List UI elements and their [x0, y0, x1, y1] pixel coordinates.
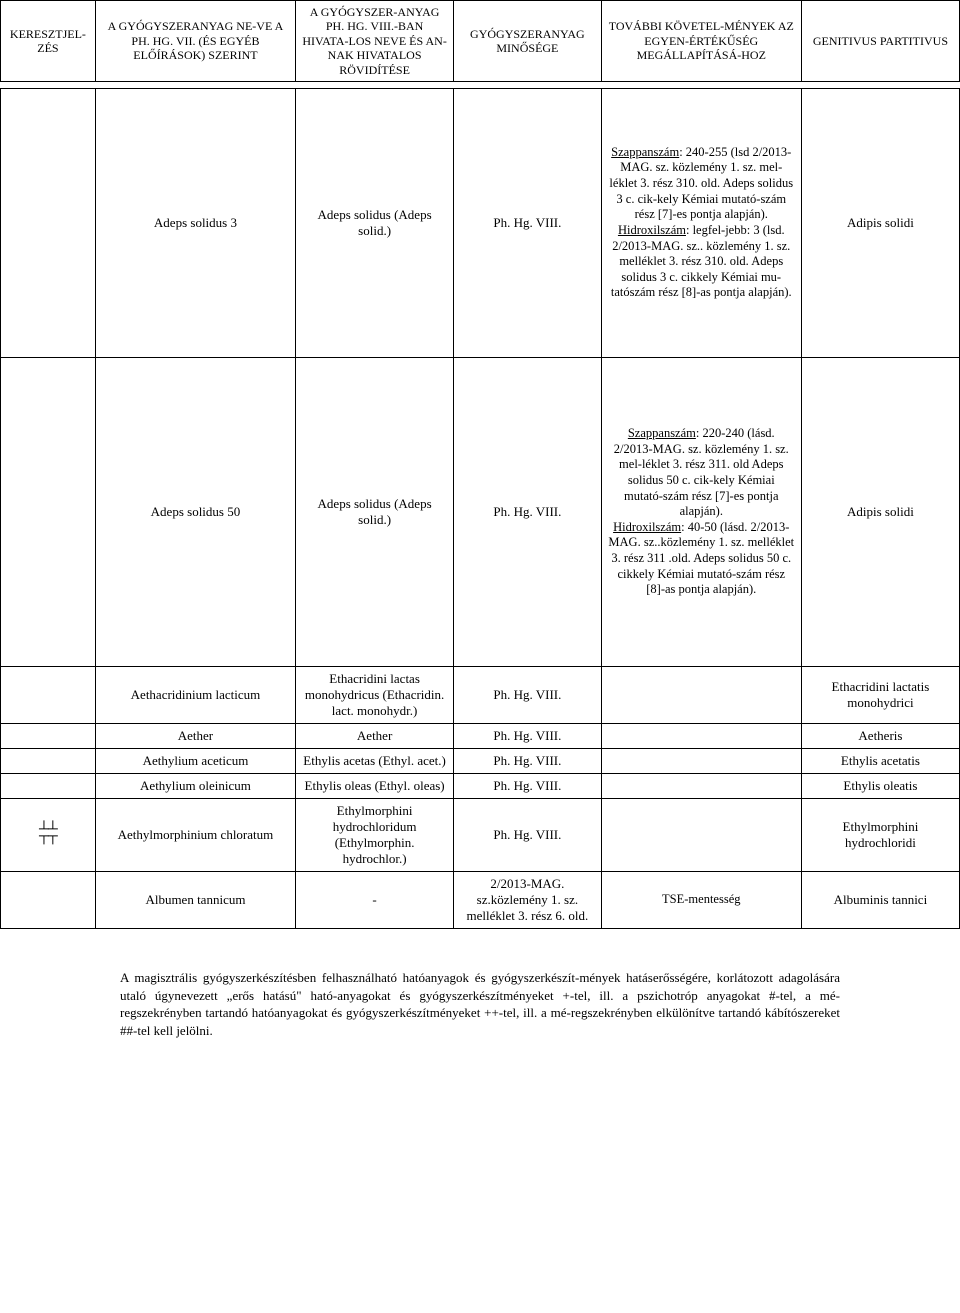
- cell-genitivus: Ethylis acetatis: [801, 748, 959, 773]
- table-row: AetherAetherPh. Hg. VIII.Aetheris: [1, 723, 960, 748]
- header-cell-4: TOVÁBBI KÖVETEL-MÉNYEK AZ EGYEN-ÉRTÉKŰSÉ…: [601, 1, 801, 82]
- cell-kereszt: [1, 723, 96, 748]
- cell-c2: Ethylis oleas (Ethyl. oleas): [296, 773, 454, 798]
- cell-c2: -: [296, 871, 454, 928]
- cell-c3: Ph. Hg. VIII.: [454, 723, 602, 748]
- cell-c2: Adeps solidus (Adeps solid.): [296, 88, 454, 357]
- cell-genitivus: Adipis solidi: [801, 88, 959, 357]
- table-row: Adeps solidus 3Adeps solidus (Adeps soli…: [1, 88, 960, 357]
- cell-c1: Aethylium aceticum: [95, 748, 295, 773]
- cell-requirements: [601, 798, 801, 871]
- header-cell-2: A GYÓGYSZER-ANYAG PH. HG. VIII.-BAN HIVA…: [296, 1, 454, 82]
- cell-c2: Aether: [296, 723, 454, 748]
- cell-requirements: [601, 723, 801, 748]
- cell-c3: Ph. Hg. VIII.: [454, 798, 602, 871]
- cell-c3: 2/2013-MAG. sz.közlemény 1. sz. mellékle…: [454, 871, 602, 928]
- cell-c3: Ph. Hg. VIII.: [454, 666, 602, 723]
- cell-kereszt: ┴┴┬┬: [1, 798, 96, 871]
- table-row: Aethylium aceticumEthylis acetas (Ethyl.…: [1, 748, 960, 773]
- cell-kereszt: [1, 871, 96, 928]
- cell-c2: Adeps solidus (Adeps solid.): [296, 357, 454, 666]
- cell-genitivus: Adipis solidi: [801, 357, 959, 666]
- cell-requirements: Szappanszám: 240-255 (lsd 2/2013-MAG. sz…: [601, 88, 801, 357]
- cell-kereszt: [1, 773, 96, 798]
- cell-requirements: Szappanszám: 220-240 (lásd. 2/2013-MAG. …: [601, 357, 801, 666]
- cell-c1: Aethacridinium lacticum: [95, 666, 295, 723]
- cell-c1: Adeps solidus 3: [95, 88, 295, 357]
- cell-genitivus: Ethacridini lactatis monohydrici: [801, 666, 959, 723]
- cell-kereszt: [1, 357, 96, 666]
- footnote: A magisztrális gyógyszerkészítésben felh…: [120, 969, 840, 1039]
- cell-c2: Ethylmorphini hydrochloridum (Ethylmorph…: [296, 798, 454, 871]
- cell-requirements: TSE-mentesség: [601, 871, 801, 928]
- cell-requirements: [601, 666, 801, 723]
- header-cell-1: A GYÓGYSZERANYAG NE-VE A PH. HG. VII. (É…: [95, 1, 295, 82]
- header-cell-3: GYÓGYSZERANYAG MINŐSÉGE: [454, 1, 602, 82]
- cell-genitivus: Ethylis oleatis: [801, 773, 959, 798]
- data-table: Adeps solidus 3Adeps solidus (Adeps soli…: [0, 88, 960, 929]
- cell-c1: Aether: [95, 723, 295, 748]
- table-row: Adeps solidus 50Adeps solidus (Adeps sol…: [1, 357, 960, 666]
- table-row: Albumen tannicum-2/2013-MAG. sz.közlemén…: [1, 871, 960, 928]
- cell-requirements: [601, 748, 801, 773]
- cell-kereszt: [1, 748, 96, 773]
- cell-c1: Aethylmorphinium chloratum: [95, 798, 295, 871]
- cell-c1: Albumen tannicum: [95, 871, 295, 928]
- cell-c1: Adeps solidus 50: [95, 357, 295, 666]
- table-row: Aethacridinium lacticumEthacridini lacta…: [1, 666, 960, 723]
- cell-kereszt: [1, 666, 96, 723]
- cell-c2: Ethacridini lactas monohydricus (Ethacri…: [296, 666, 454, 723]
- cell-kereszt: [1, 88, 96, 357]
- cell-c2: Ethylis acetas (Ethyl. acet.): [296, 748, 454, 773]
- table-row: Aethylium oleinicumEthylis oleas (Ethyl.…: [1, 773, 960, 798]
- cell-c3: Ph. Hg. VIII.: [454, 357, 602, 666]
- header-cell-0: KERESZTJEL-ZÉS: [1, 1, 96, 82]
- cell-genitivus: Ethylmorphini hydrochloridi: [801, 798, 959, 871]
- cell-c3: Ph. Hg. VIII.: [454, 748, 602, 773]
- cell-c3: Ph. Hg. VIII.: [454, 88, 602, 357]
- cell-c3: Ph. Hg. VIII.: [454, 773, 602, 798]
- header-cell-5: GENITIVUS PARTITIVUS: [801, 1, 959, 82]
- cell-genitivus: Albuminis tannici: [801, 871, 959, 928]
- cell-c1: Aethylium oleinicum: [95, 773, 295, 798]
- cross-symbol: ┴┴┬┬: [39, 826, 57, 841]
- header-row: KERESZTJEL-ZÉS A GYÓGYSZERANYAG NE-VE A …: [1, 1, 960, 82]
- cell-requirements: [601, 773, 801, 798]
- cell-genitivus: Aetheris: [801, 723, 959, 748]
- table-row: ┴┴┬┬Aethylmorphinium chloratumEthylmorph…: [1, 798, 960, 871]
- header-table: KERESZTJEL-ZÉS A GYÓGYSZERANYAG NE-VE A …: [0, 0, 960, 82]
